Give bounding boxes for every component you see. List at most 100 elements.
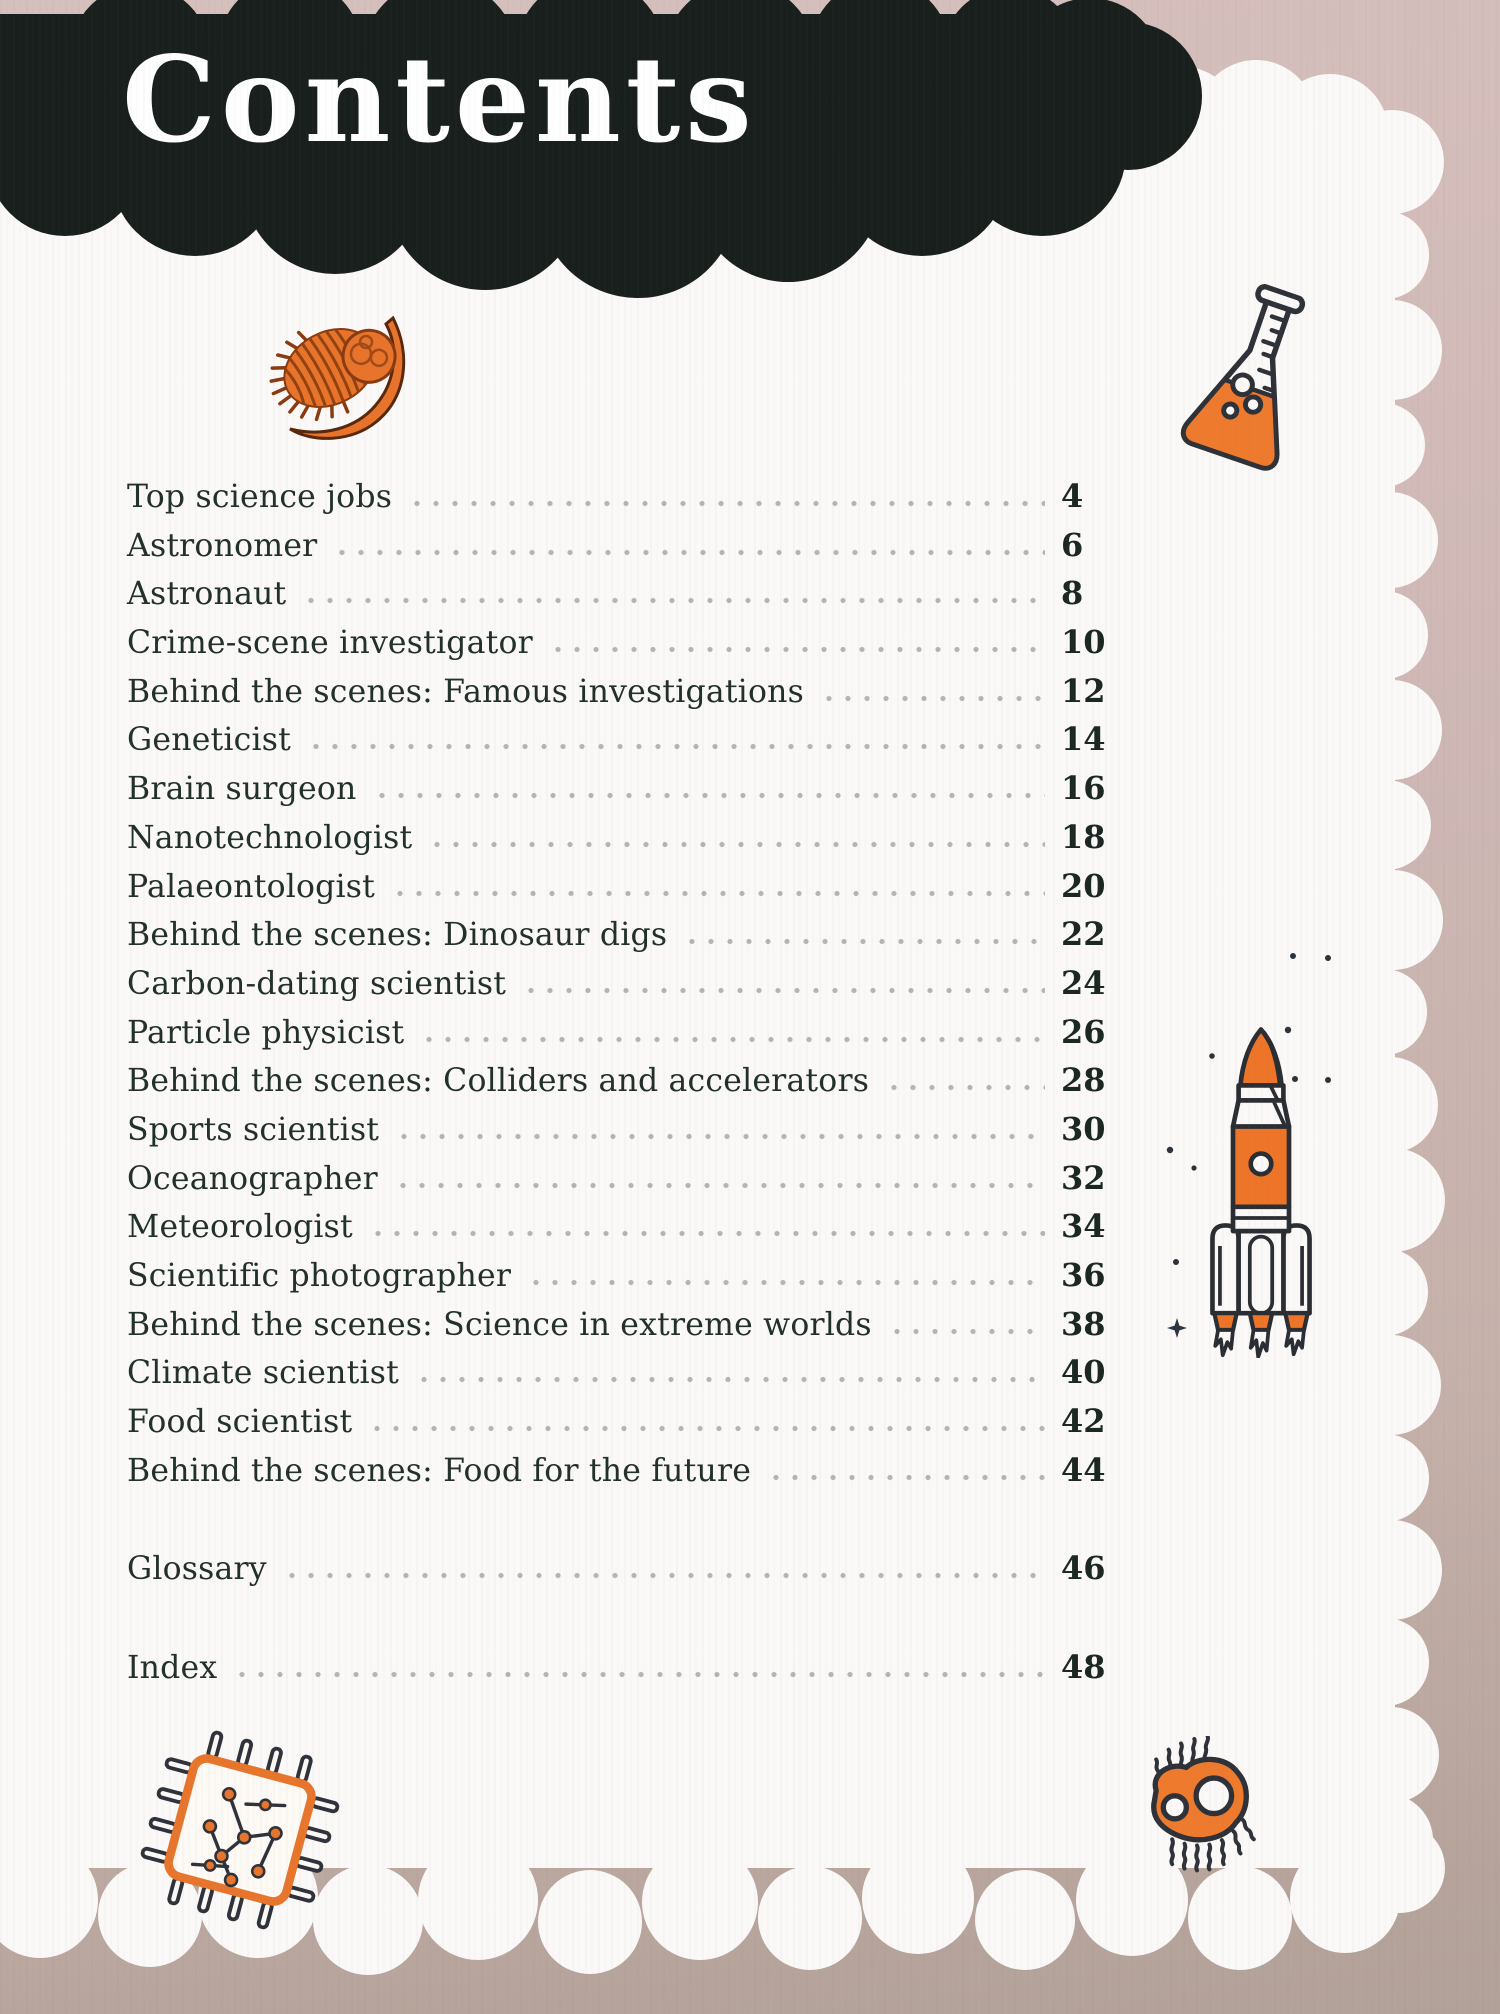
toc-entry: Glossary 46 — [127, 1549, 1119, 1598]
toc-entry: Behind the scenes: Famous investigations… — [127, 672, 1119, 721]
toc-entry-page: 30 — [1061, 1109, 1106, 1148]
toc-entry-page: 44 — [1061, 1450, 1106, 1489]
toc-entry-page: 14 — [1061, 720, 1106, 759]
toc-entry: Behind the scenes: Dinosaur digs 22 — [127, 915, 1119, 964]
toc-entry: Behind the scenes: Science in extreme wo… — [127, 1305, 1119, 1354]
toc-entry-label: Particle physicist — [127, 1014, 405, 1051]
microbe-vacuole-small — [1160, 1793, 1190, 1822]
toc-dotted-leader — [426, 1033, 1045, 1043]
toc-entry-page: 18 — [1061, 817, 1106, 856]
toc-entry-page: 38 — [1061, 1304, 1106, 1343]
star-dots — [1166, 953, 1331, 1265]
toc-entry: Crime-scene investigator 10 — [127, 623, 1119, 672]
toc-entry-page: 42 — [1061, 1402, 1106, 1441]
toc-entry-page: 40 — [1061, 1353, 1106, 1392]
toc-entry-label: Astronomer — [127, 527, 318, 564]
toc-dotted-leader — [378, 790, 1045, 800]
trilobite-tail-crescent — [289, 315, 406, 440]
toc-dotted-leader — [397, 887, 1045, 897]
toc-dotted-leader — [773, 1471, 1045, 1481]
star-dots-and-sparkle — [1166, 953, 1331, 1338]
toc-entry: Top science jobs 4 — [127, 477, 1119, 526]
toc-entry-label: Astronaut — [127, 576, 287, 613]
toc-entry: Particle physicist 26 — [127, 1013, 1119, 1062]
toc-entry-label: Glossary — [127, 1551, 267, 1588]
flask-rim — [1255, 283, 1306, 315]
toc-entry: Sports scientist 30 — [127, 1110, 1119, 1159]
toc-entry-page: 10 — [1061, 623, 1106, 662]
toc-entry-page: 4 — [1061, 477, 1084, 515]
microbe-illustration — [1151, 1736, 1256, 1873]
toc-entry-label: Crime-scene investigator — [127, 625, 533, 662]
toc-dotted-leader — [434, 838, 1045, 848]
black-title-cloud — [0, 0, 1202, 298]
toc-entry-page: 26 — [1061, 1012, 1106, 1051]
toc-dotted-leader — [891, 1082, 1045, 1092]
toc-entry-page: 22 — [1061, 915, 1106, 954]
toc-dotted-leader — [374, 1228, 1045, 1238]
rocket-illustration — [1210, 1027, 1312, 1358]
toc-entry-page: 28 — [1061, 1061, 1106, 1100]
toc-entry: Astronomer 6 — [127, 526, 1119, 575]
toc-entry: Astronaut 8 — [127, 574, 1119, 623]
toc-entry-label: Food scientist — [127, 1404, 353, 1441]
toc-dotted-leader — [313, 741, 1045, 751]
toc-dotted-leader — [533, 1277, 1045, 1286]
toc-entry: Geneticist 14 — [127, 720, 1119, 769]
toc-entry: Climate scientist 40 — [127, 1353, 1119, 1402]
trilobite-fossil-illustration — [269, 315, 406, 440]
toc-entry: Palaeontologist 20 — [127, 867, 1119, 916]
toc-entry-label: Palaeontologist — [127, 868, 376, 905]
toc-entry-label: Carbon-dating scientist — [127, 965, 507, 1002]
toc-dotted-leader — [414, 498, 1045, 507]
toc-entry: Behind the scenes: Colliders and acceler… — [127, 1061, 1119, 1110]
toc-dotted-leader — [420, 1374, 1045, 1384]
toc-entry: Brain surgeon 16 — [127, 769, 1119, 818]
page-title: Contents — [122, 30, 757, 169]
flask-bubbles — [1221, 372, 1264, 420]
toc-entry-page: 8 — [1061, 574, 1084, 613]
toc-dotted-leader — [893, 1325, 1045, 1335]
flask-tick-marks — [1257, 314, 1288, 393]
toc-dotted-leader — [689, 936, 1045, 946]
toc-entry-page: 48 — [1061, 1648, 1106, 1687]
rocket-window — [1248, 1151, 1274, 1177]
toc-entry: Food scientist 42 — [127, 1402, 1119, 1451]
toc-entry-label: Geneticist — [127, 722, 292, 759]
toc-entry: Nanotechnologist 18 — [127, 818, 1119, 867]
toc-entry-page: 16 — [1061, 769, 1106, 808]
toc-entry-label: Behind the scenes: Colliders and acceler… — [127, 1063, 870, 1100]
toc-entry-page: 36 — [1061, 1256, 1106, 1294]
toc-entry-page: 34 — [1061, 1207, 1106, 1246]
toc-entry-page: 32 — [1061, 1158, 1106, 1197]
toc-dotted-leader — [554, 644, 1045, 654]
toc-dotted-leader — [374, 1423, 1045, 1433]
toc-entry-page: 12 — [1061, 671, 1106, 710]
toc-dotted-leader — [399, 1179, 1045, 1189]
toc-entry-label: Behind the scenes: Science in extreme wo… — [127, 1306, 872, 1343]
toc-entry-label: Top science jobs — [127, 479, 393, 515]
toc-entry-page: 6 — [1061, 525, 1084, 564]
chemistry-flask-illustration — [1180, 283, 1306, 471]
toc-entry: Scientific photographer 36 — [127, 1256, 1119, 1305]
toc-entry-label: Brain surgeon — [127, 771, 357, 808]
toc-dotted-leader — [401, 1130, 1045, 1140]
toc-entry: Behind the scenes: Food for the future 4… — [127, 1451, 1119, 1500]
rocket-flames — [1213, 1328, 1306, 1358]
toc-entry-page: 20 — [1061, 866, 1106, 905]
toc-entry-page: 24 — [1061, 963, 1106, 1002]
toc-entry-label: Sports scientist — [127, 1111, 380, 1148]
toc-entry-label: Scientific photographer — [127, 1258, 512, 1294]
toc-entry: Meteorologist 34 — [127, 1207, 1119, 1256]
sparkle-icon — [1167, 1318, 1187, 1338]
toc-entry-label: Nanotechnologist — [127, 819, 413, 856]
toc-entry-label: Behind the scenes: Dinosaur digs — [127, 917, 668, 954]
toc-entry-label: Meteorologist — [127, 1209, 353, 1246]
toc-entry-label: Behind the scenes: Famous investigations — [127, 673, 804, 710]
toc-entry: Oceanographer 32 — [127, 1159, 1119, 1208]
toc-entry-label: Climate scientist — [127, 1355, 399, 1392]
toc-dotted-leader — [339, 546, 1045, 556]
toc-dotted-leader — [239, 1669, 1045, 1679]
toc-entry-label: Index — [127, 1650, 218, 1687]
toc-entry-label: Behind the scenes: Food for the future — [127, 1452, 752, 1489]
